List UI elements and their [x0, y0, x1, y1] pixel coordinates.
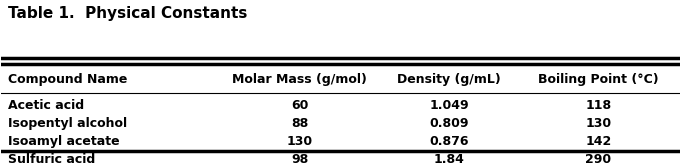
Text: 290: 290	[585, 153, 612, 166]
Text: 0.809: 0.809	[429, 117, 469, 130]
Text: 130: 130	[287, 135, 313, 148]
Text: 88: 88	[291, 117, 308, 130]
Text: Boiling Point (°C): Boiling Point (°C)	[538, 73, 659, 86]
Text: 60: 60	[291, 99, 308, 112]
Text: Sulfuric acid: Sulfuric acid	[8, 153, 95, 166]
Text: Isoamyl acetate: Isoamyl acetate	[8, 135, 120, 148]
Text: Compound Name: Compound Name	[8, 73, 127, 86]
Text: Acetic acid: Acetic acid	[8, 99, 84, 112]
Text: Table 1.  Physical Constants: Table 1. Physical Constants	[8, 6, 248, 21]
Text: 118: 118	[585, 99, 612, 112]
Text: Molar Mass (g/mol): Molar Mass (g/mol)	[232, 73, 367, 86]
Text: Isopentyl alcohol: Isopentyl alcohol	[8, 117, 127, 130]
Text: 130: 130	[585, 117, 612, 130]
Text: Density (g/mL): Density (g/mL)	[397, 73, 501, 86]
Text: 0.876: 0.876	[429, 135, 469, 148]
Text: 142: 142	[585, 135, 612, 148]
Text: 1.049: 1.049	[429, 99, 469, 112]
Text: 98: 98	[291, 153, 308, 166]
Text: 1.84: 1.84	[434, 153, 464, 166]
